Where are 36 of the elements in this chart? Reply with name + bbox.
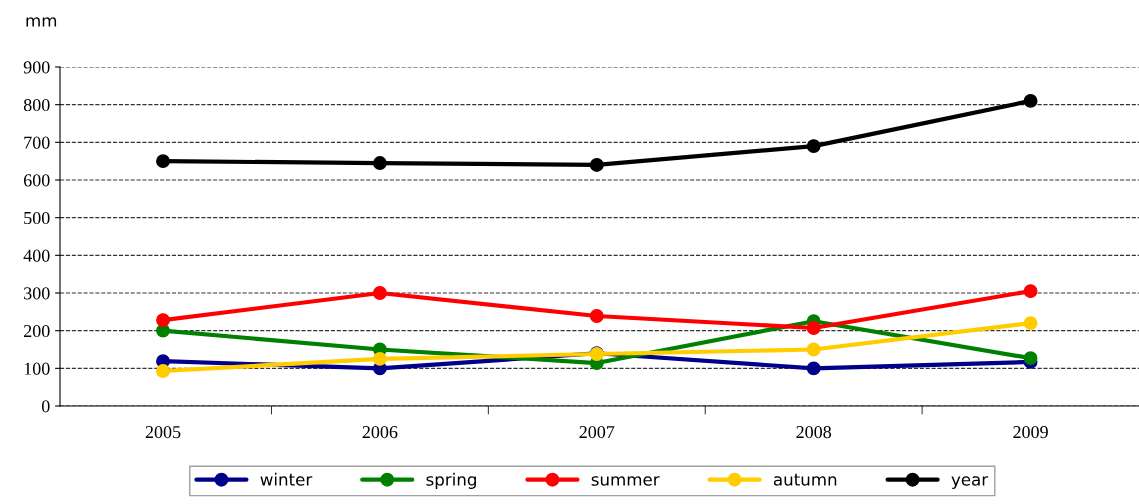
point (589, 309, 604, 323)
legend-label: year (951, 476, 989, 489)
point (589, 157, 604, 172)
legend-label: spring (426, 472, 476, 489)
point (156, 154, 170, 169)
point (1023, 316, 1038, 331)
x-tick-label: 2008 (796, 425, 832, 439)
point (1023, 284, 1038, 299)
point (806, 139, 821, 154)
point (806, 321, 821, 335)
point (1023, 93, 1038, 108)
y-tick-label: 500 (24, 211, 50, 225)
point (156, 313, 170, 328)
x-tick-label: 2009 (1013, 425, 1048, 439)
point (372, 286, 387, 300)
point (156, 364, 170, 378)
y-tick-label: 700 (24, 136, 50, 149)
y-tick-label: 200 (23, 324, 50, 338)
x-tick-label: 2007 (579, 425, 615, 439)
point (806, 342, 821, 357)
y-tick-label: 600 (23, 174, 50, 187)
y-tick-label: 400 (23, 249, 50, 262)
legend-label: autumn (773, 473, 837, 486)
y-tick-label: 300 (24, 287, 50, 300)
y-tick-label: 100 (24, 362, 50, 375)
x-tick-label: 2005 (145, 425, 181, 439)
legend-label: summer (591, 476, 660, 486)
point (806, 361, 821, 376)
y-axis-title: mm (26, 17, 57, 27)
x-tick-label: 2006 (362, 425, 398, 439)
y-tick-label: 800 (23, 98, 50, 112)
point (372, 351, 387, 366)
y-tick-label: 900 (23, 61, 50, 74)
y-tick-label: 0 (41, 400, 50, 413)
legend-label: winter (260, 472, 313, 486)
point (372, 156, 387, 170)
